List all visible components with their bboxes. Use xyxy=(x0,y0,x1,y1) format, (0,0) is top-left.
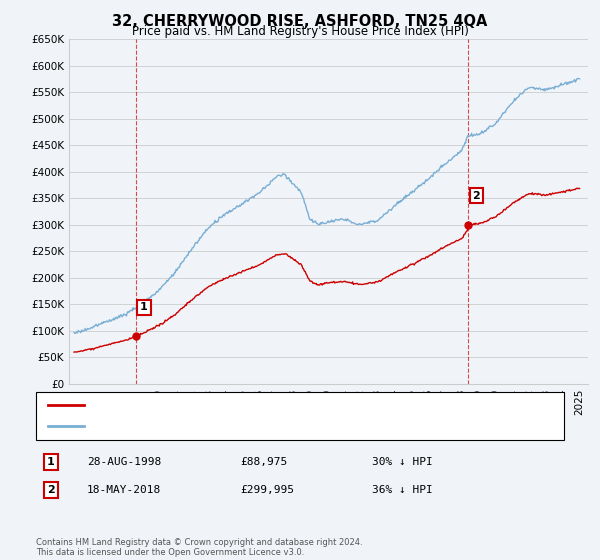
Text: £88,975: £88,975 xyxy=(240,457,287,467)
Text: HPI: Average price, detached house, Ashford: HPI: Average price, detached house, Ashf… xyxy=(90,421,323,431)
Text: Contains HM Land Registry data © Crown copyright and database right 2024.
This d: Contains HM Land Registry data © Crown c… xyxy=(36,538,362,557)
Text: 36% ↓ HPI: 36% ↓ HPI xyxy=(372,485,433,495)
Text: 30% ↓ HPI: 30% ↓ HPI xyxy=(372,457,433,467)
Text: 32, CHERRYWOOD RISE, ASHFORD, TN25 4QA (detached house): 32, CHERRYWOOD RISE, ASHFORD, TN25 4QA (… xyxy=(90,400,424,410)
Text: 2: 2 xyxy=(473,190,481,200)
Text: 1: 1 xyxy=(47,457,55,467)
Text: 2: 2 xyxy=(47,485,55,495)
Text: 32, CHERRYWOOD RISE, ASHFORD, TN25 4QA: 32, CHERRYWOOD RISE, ASHFORD, TN25 4QA xyxy=(112,14,488,29)
Text: £299,995: £299,995 xyxy=(240,485,294,495)
Text: Price paid vs. HM Land Registry's House Price Index (HPI): Price paid vs. HM Land Registry's House … xyxy=(131,25,469,38)
Text: 18-MAY-2018: 18-MAY-2018 xyxy=(87,485,161,495)
Text: 28-AUG-1998: 28-AUG-1998 xyxy=(87,457,161,467)
Text: 1: 1 xyxy=(140,302,148,312)
